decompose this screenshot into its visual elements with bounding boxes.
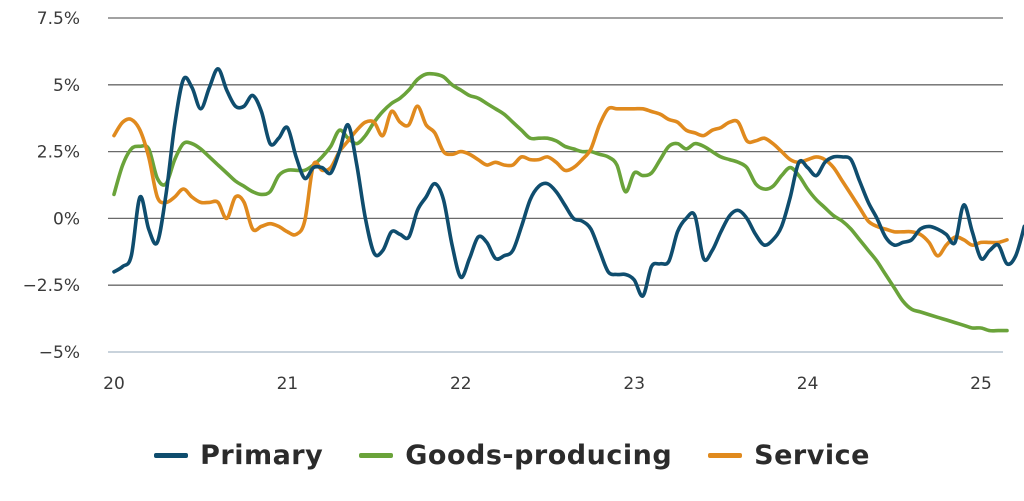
gridlines bbox=[108, 17, 1003, 353]
legend-label-primary: Primary bbox=[200, 439, 324, 471]
y-axis-tick-labels: 7.5% 5% 2.5% 0% −2.5% −5% bbox=[23, 9, 80, 363]
line-chart: 7.5% 5% 2.5% 0% −2.5% −5% 20 21 22 23 24 25 bbox=[23, 9, 1024, 394]
series-line-goods-producing bbox=[112, 71, 1009, 333]
legend-label-goods-producing: Goods-producing bbox=[405, 439, 673, 471]
legend-swatch-goods-producing bbox=[359, 452, 394, 458]
y-tick-label: −5% bbox=[39, 343, 80, 363]
x-axis-tick-labels: 20 21 22 23 24 25 bbox=[103, 374, 992, 394]
x-tick-label: 22 bbox=[450, 374, 472, 394]
y-tick-label: −2.5% bbox=[23, 276, 80, 296]
y-tick-label: 5% bbox=[53, 76, 80, 96]
x-tick-label: 21 bbox=[277, 374, 299, 394]
x-tick-label: 20 bbox=[103, 374, 125, 394]
series-line-service bbox=[112, 104, 1009, 258]
legend-swatch-service bbox=[708, 452, 743, 458]
legend-swatch-primary bbox=[154, 452, 189, 458]
series-line-primary bbox=[112, 67, 1024, 298]
legend-item-goods-producing: Goods-producing bbox=[359, 440, 672, 471]
x-tick-label: 24 bbox=[797, 374, 819, 394]
legend-item-service: Service bbox=[708, 440, 870, 471]
series-lines bbox=[112, 67, 1024, 333]
legend: Primary Goods-producing Service bbox=[0, 430, 1024, 480]
legend-item-primary: Primary bbox=[154, 440, 323, 471]
y-tick-label: 0% bbox=[53, 209, 80, 229]
legend-label-service: Service bbox=[754, 439, 870, 471]
y-tick-label: 7.5% bbox=[37, 9, 80, 29]
y-tick-label: 2.5% bbox=[37, 143, 80, 163]
x-tick-label: 25 bbox=[970, 374, 992, 394]
x-tick-label: 23 bbox=[623, 374, 645, 394]
